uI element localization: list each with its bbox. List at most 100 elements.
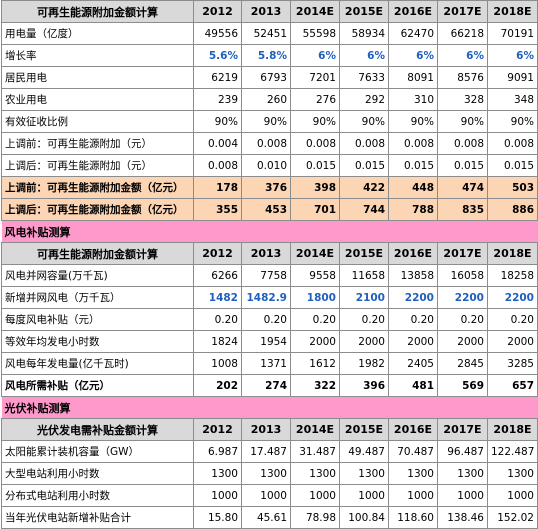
row-value: 9091 bbox=[487, 66, 538, 89]
row-value: 2000 bbox=[388, 330, 438, 353]
row-value: 328 bbox=[437, 88, 488, 111]
row-label: 风电并网容量(万千瓦) bbox=[1, 264, 194, 287]
row-value: 1008 bbox=[193, 352, 242, 375]
row-label: 等效年均发电小时数 bbox=[1, 330, 194, 353]
row-value: 90% bbox=[339, 110, 389, 133]
row-value: 6% bbox=[487, 44, 538, 67]
table-row: 分布式电站利用小时数 1000 1000 1000 1000 1000 1000 1000 bbox=[1, 484, 538, 507]
year-header: 2018E bbox=[487, 0, 538, 23]
row-label: 新增并网风电（万千瓦） bbox=[1, 286, 194, 309]
row-value: 6.987 bbox=[193, 440, 242, 463]
row-label: 风电所需补贴（亿元） bbox=[1, 374, 194, 397]
row-value: 396 bbox=[339, 374, 389, 397]
header-row: 光伏发电需补贴金额计算 2012 2013 2014E 2015E 2016E 2017E 2… bbox=[1, 418, 538, 441]
year-header: 2014E bbox=[290, 418, 340, 441]
row-value: 0.20 bbox=[193, 308, 242, 331]
row-value: 6793 bbox=[241, 66, 291, 89]
row-value: 202 bbox=[193, 374, 242, 397]
row-value: 322 bbox=[290, 374, 340, 397]
row-value: 0.20 bbox=[487, 308, 538, 331]
row-value: 0.20 bbox=[339, 308, 389, 331]
row-value: 1482.9 bbox=[241, 286, 291, 309]
row-label: 农业用电 bbox=[1, 88, 194, 111]
row-value: 355 bbox=[193, 198, 242, 221]
row-value: 1371 bbox=[241, 352, 291, 375]
row-label: 上调后：可再生能源附加金额（亿元） bbox=[1, 198, 194, 221]
section-wind-title-row: 风电补贴测算 bbox=[1, 220, 538, 243]
row-value: 0.008 bbox=[193, 154, 242, 177]
row-value: 52451 bbox=[241, 22, 291, 45]
table-title: 可再生能源附加金额计算 bbox=[1, 242, 194, 265]
row-value: 70191 bbox=[487, 22, 538, 45]
row-value: 2200 bbox=[437, 286, 488, 309]
table-row: 上调前：可再生能源附加金额（亿元） 178 376 398 422 448 474 503 bbox=[1, 176, 538, 199]
table-row: 增长率 5.6% 5.8% 6% 6% 6% 6% 6% bbox=[1, 44, 538, 67]
row-value: 0.20 bbox=[388, 308, 438, 331]
row-value: 0.015 bbox=[437, 154, 488, 177]
year-header: 2017E bbox=[437, 418, 488, 441]
row-value: 0.015 bbox=[290, 154, 340, 177]
header-row: 可再生能源附加金额计算 2012 2013 2014E 2015E 2016E 2017E 2… bbox=[1, 0, 538, 23]
row-value: 5.6% bbox=[193, 44, 242, 67]
year-header: 2018E bbox=[487, 242, 538, 265]
row-value: 1300 bbox=[339, 462, 389, 485]
row-value: 260 bbox=[241, 88, 291, 111]
row-value: 9558 bbox=[290, 264, 340, 287]
row-value: 2000 bbox=[487, 330, 538, 353]
row-value: 8576 bbox=[437, 66, 488, 89]
row-value: 78.98 bbox=[290, 506, 340, 529]
row-value: 2845 bbox=[437, 352, 488, 375]
table-row: 风电并网容量(万千瓦) 6266 7758 9558 11658 13858 16058 18… bbox=[1, 264, 538, 287]
table-row: 风电每年发电量(亿千瓦时) 1008 1371 1612 1982 2405 2845 328… bbox=[1, 352, 538, 375]
table-row: 农业用电 239 260 276 292 310 328 348 bbox=[1, 88, 538, 111]
year-header: 2016E bbox=[388, 0, 438, 23]
year-header: 2016E bbox=[388, 418, 438, 441]
row-value: 835 bbox=[437, 198, 488, 221]
row-value: 178 bbox=[193, 176, 242, 199]
row-value: 66218 bbox=[437, 22, 488, 45]
row-value: 2405 bbox=[388, 352, 438, 375]
row-value: 1300 bbox=[241, 462, 291, 485]
row-value: 788 bbox=[388, 198, 438, 221]
row-value: 0.008 bbox=[290, 132, 340, 155]
row-value: 0.015 bbox=[339, 154, 389, 177]
row-value: 1982 bbox=[339, 352, 389, 375]
row-value: 0.008 bbox=[339, 132, 389, 155]
row-value: 62470 bbox=[388, 22, 438, 45]
row-value: 0.20 bbox=[437, 308, 488, 331]
table-row: 风电所需补贴（亿元） 202 274 322 396 481 569 657 bbox=[1, 374, 538, 397]
row-value: 31.487 bbox=[290, 440, 340, 463]
year-header: 2017E bbox=[437, 0, 488, 23]
row-value: 90% bbox=[437, 110, 488, 133]
row-value: 45.61 bbox=[241, 506, 291, 529]
row-value: 1300 bbox=[193, 462, 242, 485]
row-value: 8091 bbox=[388, 66, 438, 89]
table-row: 大型电站利用小时数 1300 1300 1300 1300 1300 1300 1300 bbox=[1, 462, 538, 485]
year-header: 2015E bbox=[339, 0, 389, 23]
row-value: 5.8% bbox=[241, 44, 291, 67]
row-value: 0.008 bbox=[388, 132, 438, 155]
year-header: 2017E bbox=[437, 242, 488, 265]
row-value: 503 bbox=[487, 176, 538, 199]
section-wind-title: 风电补贴测算 bbox=[1, 220, 538, 243]
year-header: 2015E bbox=[339, 242, 389, 265]
row-value: 2100 bbox=[339, 286, 389, 309]
row-value: 474 bbox=[437, 176, 488, 199]
row-value: 15.80 bbox=[193, 506, 242, 529]
row-value: 3285 bbox=[487, 352, 538, 375]
row-value: 96.487 bbox=[437, 440, 488, 463]
year-header: 2013 bbox=[241, 0, 291, 23]
table-row: 上调后：可再生能源附加金额（亿元） 355 453 701 744 788 835 886 bbox=[1, 198, 538, 221]
row-value: 17.487 bbox=[241, 440, 291, 463]
row-label: 居民用电 bbox=[1, 66, 194, 89]
table-row: 等效年均发电小时数 1824 1954 2000 2000 2000 2000 2000 bbox=[1, 330, 538, 353]
row-value: 18258 bbox=[487, 264, 538, 287]
section-solar-title-row: 光伏补贴测算 bbox=[1, 396, 538, 419]
row-value: 239 bbox=[193, 88, 242, 111]
row-value: 7633 bbox=[339, 66, 389, 89]
row-value: 2000 bbox=[437, 330, 488, 353]
row-value: 118.60 bbox=[388, 506, 438, 529]
row-value: 13858 bbox=[388, 264, 438, 287]
row-value: 398 bbox=[290, 176, 340, 199]
row-value: 49.487 bbox=[339, 440, 389, 463]
